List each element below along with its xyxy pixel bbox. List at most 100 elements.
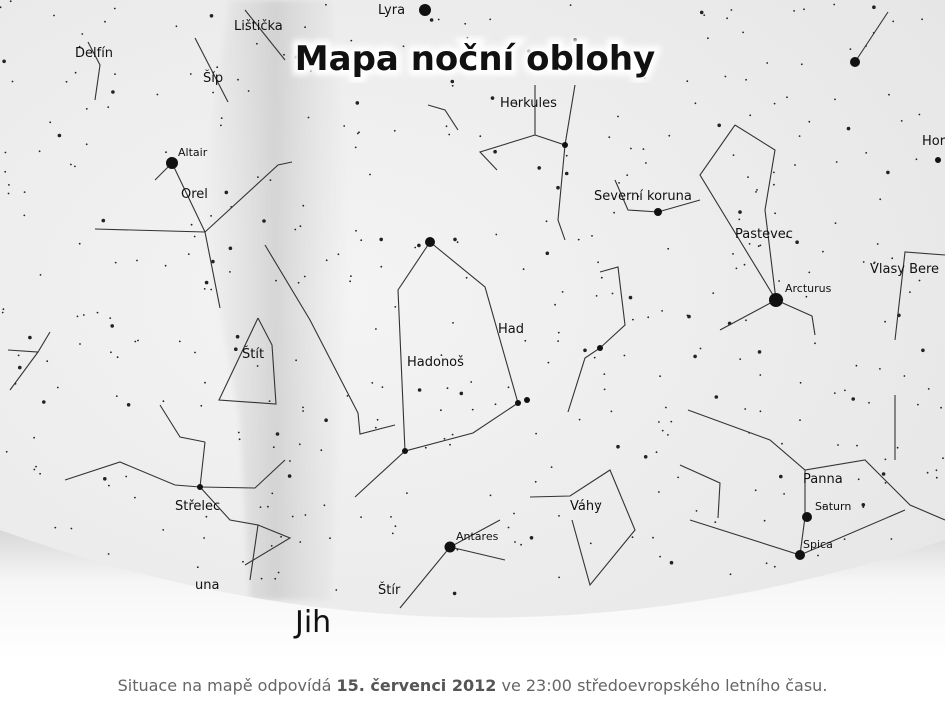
star <box>108 485 110 487</box>
star <box>916 158 918 160</box>
star <box>176 25 178 27</box>
star <box>39 473 41 475</box>
star <box>558 577 560 579</box>
star <box>936 469 938 471</box>
star <box>6 451 8 453</box>
star <box>834 392 836 394</box>
star <box>349 280 351 282</box>
star <box>732 253 734 255</box>
star <box>74 166 76 168</box>
star <box>33 437 35 439</box>
star <box>304 26 306 28</box>
star <box>755 489 757 491</box>
star <box>904 375 906 377</box>
star <box>375 427 377 429</box>
star <box>371 382 373 384</box>
star <box>919 280 921 282</box>
star <box>493 150 497 154</box>
star <box>714 521 716 523</box>
star <box>744 264 746 266</box>
star <box>514 541 516 543</box>
star <box>79 243 81 245</box>
footer-text: Situace na mapě odpovídá <box>118 676 337 695</box>
star <box>470 381 472 383</box>
star <box>836 161 838 163</box>
label: Lyra <box>378 3 405 18</box>
star <box>194 236 196 238</box>
star <box>86 143 88 145</box>
star <box>725 76 727 78</box>
star <box>882 472 886 476</box>
star <box>885 459 887 461</box>
star <box>799 419 801 421</box>
label: Hor <box>922 134 945 149</box>
star <box>66 81 68 83</box>
label: Pastevec <box>735 227 793 242</box>
label: Šíp <box>203 70 223 86</box>
star <box>4 171 6 173</box>
star <box>49 121 51 123</box>
star <box>747 176 749 178</box>
star <box>257 365 259 367</box>
star <box>452 434 454 436</box>
star <box>942 457 944 459</box>
star <box>891 538 893 540</box>
star <box>700 348 702 350</box>
label: Střelec <box>175 499 220 514</box>
star <box>814 342 816 344</box>
star <box>369 174 371 176</box>
star <box>661 310 663 312</box>
star <box>302 410 304 412</box>
star <box>917 404 919 406</box>
star <box>12 81 14 83</box>
star <box>324 504 326 506</box>
star <box>554 304 556 306</box>
star <box>490 495 492 497</box>
star <box>289 460 291 462</box>
star <box>390 516 392 518</box>
star <box>42 400 46 404</box>
sky <box>0 0 945 660</box>
star <box>877 243 879 245</box>
star <box>414 247 416 249</box>
star <box>865 152 867 154</box>
star <box>280 536 282 538</box>
star <box>566 155 568 157</box>
star <box>879 198 881 200</box>
star <box>758 350 762 354</box>
label: Lištička <box>234 19 283 34</box>
star <box>579 419 581 421</box>
star <box>40 274 42 276</box>
star <box>707 37 709 39</box>
star <box>523 268 525 270</box>
star <box>234 347 238 351</box>
star <box>288 474 292 478</box>
star <box>558 515 560 517</box>
star <box>8 193 10 195</box>
star <box>302 205 304 207</box>
star <box>491 96 495 100</box>
star <box>921 349 925 353</box>
star <box>238 432 240 434</box>
star <box>774 212 776 214</box>
star <box>837 444 839 446</box>
star <box>162 529 164 531</box>
star <box>210 14 214 18</box>
star <box>110 324 114 328</box>
star <box>738 210 742 214</box>
star <box>10 0 12 2</box>
star <box>163 400 165 402</box>
label: Severní koruna <box>594 189 692 204</box>
star <box>749 114 751 116</box>
star <box>35 466 37 468</box>
star <box>197 566 199 568</box>
star <box>127 403 131 407</box>
star <box>191 224 193 226</box>
star <box>703 14 705 16</box>
star <box>726 17 728 19</box>
star <box>644 455 648 459</box>
star <box>565 172 569 176</box>
star <box>611 411 613 413</box>
label: Altair <box>178 146 208 159</box>
star <box>833 4 835 6</box>
